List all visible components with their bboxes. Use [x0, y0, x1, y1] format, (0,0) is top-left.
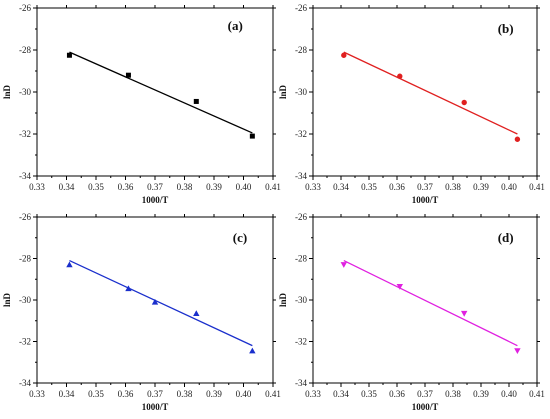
x-tick-label: 0.34 — [59, 389, 75, 399]
x-tick-label: 0.38 — [177, 389, 193, 399]
x-tick-label: 0.33 — [29, 182, 45, 192]
y-tick-label: -26 — [295, 3, 307, 13]
y-tick-label: -26 — [295, 212, 307, 222]
fit-line — [343, 259, 518, 347]
data-point — [461, 99, 467, 106]
y-tick-label: -30 — [19, 87, 31, 97]
x-axis-title: 1000/T — [412, 402, 439, 412]
y-tick-label: -28 — [295, 45, 307, 55]
x-tick-label: 0.33 — [29, 389, 45, 399]
y-tick-label: -26 — [19, 3, 31, 13]
x-tick-label: 0.41 — [529, 389, 545, 399]
x-tick-label: 0.36 — [389, 182, 405, 192]
x-tick-label: 0.36 — [118, 182, 134, 192]
panel-label: (d) — [498, 230, 514, 245]
x-tick-label: 0.36 — [389, 389, 405, 399]
x-tick-label: 0.39 — [473, 182, 489, 192]
x-tick-label: 0.35 — [361, 182, 377, 192]
x-tick-label: 0.38 — [445, 182, 461, 192]
x-tick-label: 0.33 — [305, 182, 321, 192]
y-tick-label: -32 — [19, 337, 31, 347]
x-tick-label: 0.33 — [305, 389, 321, 399]
y-tick-label: -28 — [295, 254, 307, 264]
x-tick-label: 0.41 — [265, 182, 281, 192]
data-point — [125, 285, 132, 292]
y-tick-label: -30 — [295, 295, 307, 305]
fit-line — [69, 51, 253, 134]
x-tick-label: 0.39 — [206, 182, 222, 192]
x-tick-label: 0.35 — [88, 389, 104, 399]
panel-a: 0.33 0.34 0.35 0.36 0.37 0.38 0.39 0.40 0.41 -34 -… — [2, 3, 281, 205]
data-point — [397, 73, 403, 79]
fit-line — [69, 259, 253, 347]
y-axis-title: lnD — [2, 85, 12, 100]
x-tick-label: 0.37 — [147, 389, 163, 399]
x-tick-label: 0.37 — [417, 182, 433, 192]
y-tick-label: -34 — [19, 171, 31, 181]
x-tick-label: 0.38 — [445, 389, 461, 399]
data-point — [193, 98, 199, 104]
data-point — [125, 72, 131, 78]
x-tick-label: 0.41 — [529, 182, 545, 192]
data-point — [66, 52, 72, 58]
plot-frame — [36, 7, 274, 177]
data-point — [249, 347, 256, 354]
x-tick-label: 0.34 — [59, 182, 75, 192]
x-axis-title: 1000/T — [142, 402, 169, 412]
y-tick-label: -28 — [19, 45, 31, 55]
x-tick-label: 0.34 — [333, 389, 349, 399]
panel-label: (b) — [498, 21, 514, 36]
x-tick-label: 0.37 — [417, 389, 433, 399]
x-tick-label: 0.40 — [501, 389, 517, 399]
y-axis-title: lnD — [278, 85, 288, 100]
data-point — [514, 348, 521, 355]
y-tick-label: -32 — [19, 129, 31, 139]
x-tick-label: 0.39 — [473, 389, 489, 399]
x-tick-label: 0.38 — [177, 182, 193, 192]
x-tick-label: 0.41 — [265, 389, 281, 399]
data-point — [151, 298, 159, 305]
panel-c: 0.33 0.34 0.35 0.36 0.37 0.38 0.39 0.40 0.41 -34 -… — [2, 212, 281, 412]
x-tick-label: 0.40 — [501, 182, 517, 192]
panel-label: (a) — [228, 18, 243, 33]
x-tick-label: 0.35 — [88, 182, 104, 192]
data-point — [514, 136, 521, 142]
data-point — [249, 133, 255, 139]
x-tick-label: 0.34 — [333, 182, 349, 192]
y-tick-label: -32 — [295, 129, 307, 139]
y-tick-label: -34 — [19, 378, 31, 388]
y-tick-label: -30 — [19, 295, 31, 305]
y-tick-label: -30 — [295, 87, 307, 97]
y-tick-label: -34 — [295, 171, 307, 181]
y-axis-title: lnD — [2, 293, 12, 308]
x-tick-label: 0.36 — [118, 389, 134, 399]
data-point — [340, 262, 347, 268]
panel-d: 0.33 0.34 0.35 0.36 0.37 0.38 0.39 0.40 0.41 -34 -… — [278, 212, 545, 412]
data-point — [461, 310, 468, 317]
x-tick-label: 0.37 — [147, 182, 163, 192]
x-axis-title: 1000/T — [142, 195, 169, 205]
y-tick-label: -28 — [19, 254, 31, 264]
data-point — [341, 52, 347, 58]
panel-label: (c) — [233, 230, 247, 245]
x-axis-title: 1000/T — [412, 195, 439, 205]
x-tick-label: 0.35 — [361, 389, 377, 399]
fit-line — [343, 51, 518, 135]
y-tick-label: -34 — [295, 378, 307, 388]
y-tick-label: -32 — [295, 337, 307, 347]
x-tick-label: 0.40 — [236, 182, 252, 192]
y-axis-title: lnD — [278, 293, 288, 308]
y-tick-label: -26 — [19, 212, 31, 222]
panel-b: 0.33 0.34 0.35 0.36 0.37 0.38 0.39 0.40 0.41 -34 -… — [278, 3, 545, 205]
x-tick-label: 0.39 — [206, 389, 222, 399]
data-point — [66, 261, 73, 268]
data-point — [193, 310, 200, 317]
x-tick-label: 0.40 — [236, 389, 252, 399]
data-point — [396, 283, 403, 290]
